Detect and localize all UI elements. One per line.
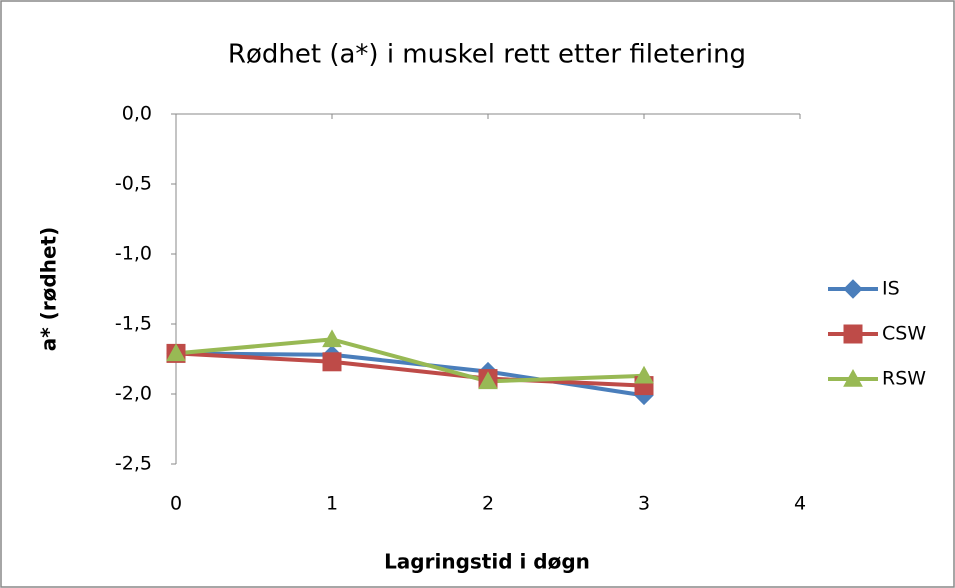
series-line	[175, 351, 645, 388]
y-tick-label: -2,0	[115, 383, 152, 405]
x-tick-label: 3	[638, 493, 650, 515]
marker	[843, 279, 863, 299]
x-tick-label: 4	[794, 493, 806, 515]
x-tick-label: 2	[482, 493, 494, 515]
marker	[843, 324, 863, 344]
marker	[322, 329, 342, 348]
y-tick-label: -0,5	[115, 173, 152, 195]
marker	[634, 365, 654, 384]
legend-label: CSW	[882, 323, 926, 345]
legend-label: RSW	[882, 368, 926, 390]
x-axis-title: Lagringstid i døgn	[384, 550, 590, 574]
chart-title: Rødhet (a*) i muskel rett etter fileteri…	[228, 40, 746, 70]
legend-label: IS	[882, 278, 900, 300]
y-tick-label: 0,0	[122, 103, 152, 125]
marker	[166, 343, 186, 362]
y-tick-label: -2,5	[115, 453, 152, 475]
marker	[478, 371, 498, 390]
y-axis-title: a* (rødhet)	[37, 227, 61, 351]
x-tick-label: 1	[326, 493, 338, 515]
y-tick-label: -1,5	[115, 313, 152, 335]
x-tick-label: 0	[170, 493, 182, 515]
marker	[843, 368, 863, 387]
y-tick-label: -1,0	[115, 243, 152, 265]
series-line	[175, 337, 645, 384]
marker	[322, 352, 342, 372]
